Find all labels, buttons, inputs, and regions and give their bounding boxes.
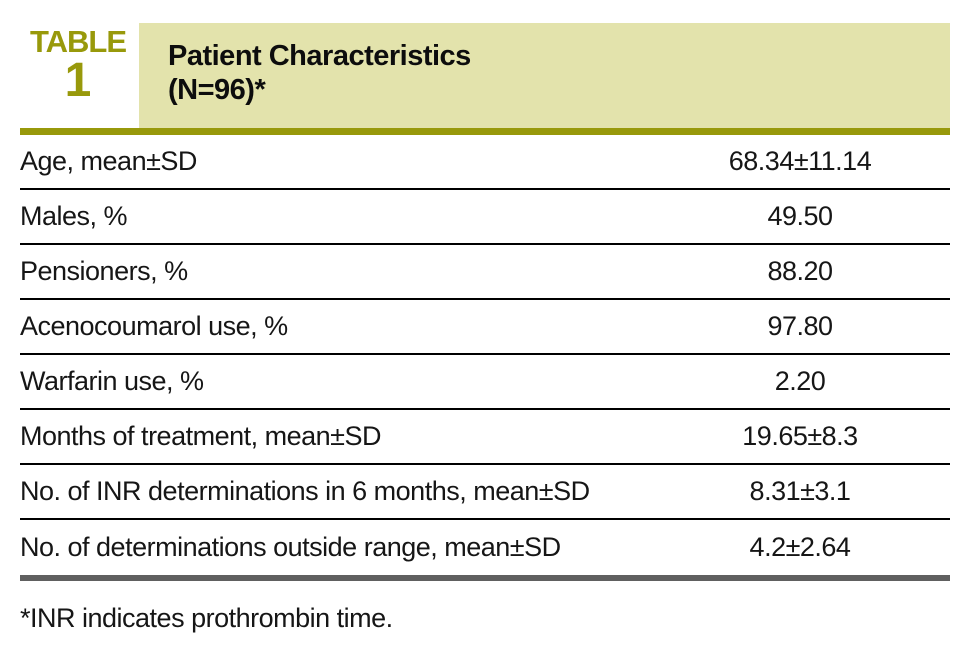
table-number-label: TABLE 1 [26,24,130,107]
row-value: 8.31±3.1 [749,476,851,506]
row-value: 97.80 [767,311,833,341]
header-rule [20,128,950,135]
table-row: No. of determinations outside range, mea… [20,520,950,575]
row-value: 2.20 [774,366,826,396]
row-value: 4.2±2.64 [749,532,851,562]
table-row: Age, mean±SD 68.34±11.14 [20,135,950,190]
row-label: No. of determinations outside range, mea… [20,532,561,562]
table-number: 1 [64,54,92,107]
table-row: Months of treatment, mean±SD 19.65±8.3 [20,410,950,465]
table-row: Pensioners, % 88.20 [20,245,950,300]
row-label: No. of INR determinations in 6 months, m… [20,476,590,506]
row-label: Pensioners, % [20,256,188,286]
row-label: Months of treatment, mean±SD [20,421,381,451]
table-word: TABLE [29,24,127,59]
row-label: Males, % [20,201,128,231]
row-value: 88.20 [767,256,833,286]
table-row: Acenocoumarol use, % 97.80 [20,300,950,355]
bottom-rule [20,575,950,581]
table-body: Age, mean±SD 68.34±11.14 Males, % 49.50 … [20,135,950,575]
table-row: No. of INR determinations in 6 months, m… [20,465,950,520]
table-title-line1: Patient Characteristics [168,40,471,72]
row-value: 68.34±11.14 [728,146,872,176]
footnote: *INR indicates prothrombin time. [20,603,393,633]
row-value: 19.65±8.3 [742,421,858,451]
row-value: 49.50 [767,201,833,231]
table-row: Warfarin use, % 2.20 [20,355,950,410]
table-row: Males, % 49.50 [20,190,950,245]
row-label: Warfarin use, % [20,366,204,396]
table-title-box: Patient Characteristics (N=96)* [139,23,950,128]
row-label: Age, mean±SD [20,146,197,176]
table-title-line2: (N=96)* [168,74,266,106]
row-label: Acenocoumarol use, % [20,311,288,341]
